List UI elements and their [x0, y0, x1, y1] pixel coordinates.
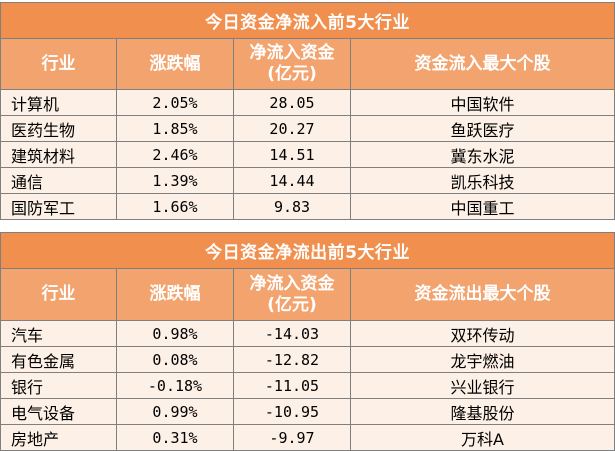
- top-stock-cell: 万科A: [349, 424, 615, 451]
- net-flow-cell: 14.44: [233, 167, 351, 194]
- header-change: 涨跌幅: [116, 268, 234, 321]
- change-cell: 0.08%: [116, 346, 234, 373]
- change-cell: 1.39%: [116, 167, 234, 194]
- top-stock-cell: 龙宇燃油: [349, 346, 615, 373]
- table-row: 通信 1.39% 14.44 凯乐科技: [0, 167, 615, 194]
- industry-cell: 计算机: [0, 89, 117, 116]
- change-cell: 2.05%: [116, 89, 234, 116]
- change-cell: 0.99%: [116, 398, 234, 425]
- industry-cell: 电气设备: [0, 398, 117, 425]
- table-row: 医药生物 1.85% 20.27 鱼跃医疗: [0, 115, 615, 142]
- change-cell: -0.18%: [116, 372, 234, 399]
- top-stock-cell: 中国重工: [349, 193, 615, 220]
- inflow-table-title: 今日资金净流入前5大行业: [0, 2, 615, 39]
- top-stock-cell: 冀东水泥: [349, 141, 615, 168]
- net-flow-cell: 9.83: [233, 193, 351, 220]
- header-industry: 行业: [0, 38, 117, 90]
- table-row: 电气设备 0.99% -10.95 隆基股份: [0, 398, 615, 425]
- table-row: 计算机 2.05% 28.05 中国软件: [0, 89, 615, 116]
- industry-cell: 建筑材料: [0, 141, 117, 168]
- net-flow-cell: -12.82: [233, 346, 351, 373]
- header-net-flow: 净流入资金 (亿元): [233, 38, 351, 90]
- table-row: 国防军工 1.66% 9.83 中国重工: [0, 193, 615, 220]
- change-cell: 0.31%: [116, 424, 234, 451]
- top-stock-cell: 双环传动: [349, 320, 615, 347]
- header-top-stock: 资金流出最大个股: [349, 268, 615, 321]
- change-cell: 1.66%: [116, 193, 234, 220]
- header-net-flow: 净流入资金 (亿元): [233, 268, 351, 321]
- table-row: 建筑材料 2.46% 14.51 冀东水泥: [0, 141, 615, 168]
- industry-cell: 房地产: [0, 424, 117, 451]
- change-cell: 1.85%: [116, 115, 234, 142]
- top-stock-cell: 凯乐科技: [349, 167, 615, 194]
- net-flow-cell: 14.51: [233, 141, 351, 168]
- industry-cell: 通信: [0, 167, 117, 194]
- table-row: 房地产 0.31% -9.97 万科A: [0, 424, 615, 451]
- top-stock-cell: 隆基股份: [349, 398, 615, 425]
- top-stock-cell: 兴业银行: [349, 372, 615, 399]
- net-flow-cell: -9.97: [233, 424, 351, 451]
- industry-cell: 汽车: [0, 320, 117, 347]
- net-flow-cell: -11.05: [233, 372, 351, 399]
- table-row: 有色金属 0.08% -12.82 龙宇燃油: [0, 346, 615, 373]
- industry-cell: 有色金属: [0, 346, 117, 373]
- change-cell: 0.98%: [116, 320, 234, 347]
- outflow-table: 今日资金净流出前5大行业 行业 涨跌幅 净流入资金 (亿元) 资金流出最大个股 汽…: [0, 232, 615, 451]
- change-cell: 2.46%: [116, 141, 234, 168]
- header-industry: 行业: [0, 268, 117, 321]
- table-row: 银行 -0.18% -11.05 兴业银行: [0, 372, 615, 399]
- header-top-stock: 资金流入最大个股: [349, 38, 615, 90]
- net-flow-cell: -14.03: [233, 320, 351, 347]
- industry-cell: 国防军工: [0, 193, 117, 220]
- top-stock-cell: 中国软件: [349, 89, 615, 116]
- outflow-table-title: 今日资金净流出前5大行业: [0, 232, 615, 269]
- top-stock-cell: 鱼跃医疗: [349, 115, 615, 142]
- industry-cell: 医药生物: [0, 115, 117, 142]
- net-flow-cell: 20.27: [233, 115, 351, 142]
- net-flow-cell: -10.95: [233, 398, 351, 425]
- industry-cell: 银行: [0, 372, 117, 399]
- header-change: 涨跌幅: [116, 38, 234, 90]
- table-row: 汽车 0.98% -14.03 双环传动: [0, 320, 615, 347]
- inflow-table: 今日资金净流入前5大行业 行业 涨跌幅 净流入资金 (亿元) 资金流入最大个股 计…: [0, 2, 615, 220]
- net-flow-cell: 28.05: [233, 89, 351, 116]
